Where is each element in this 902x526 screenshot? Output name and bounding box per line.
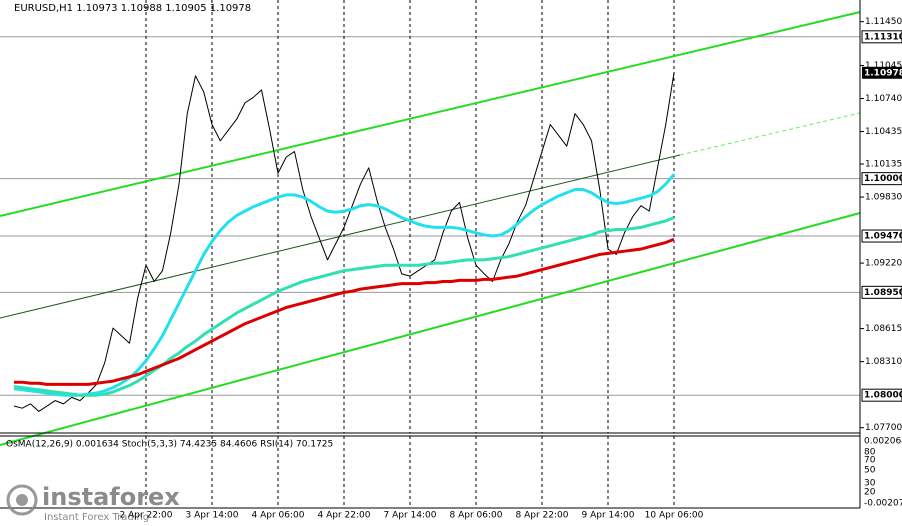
channel-lower <box>0 212 861 446</box>
last-price-label: 1.10978 <box>864 68 902 78</box>
logo <box>6 484 38 516</box>
series-line <box>13 173 676 397</box>
level-box <box>861 229 902 243</box>
grid-layer <box>0 0 860 508</box>
y-tick-label: 1.10740 <box>865 94 902 104</box>
series-line <box>13 72 675 412</box>
channel-middle <box>0 154 681 319</box>
level-box <box>861 172 902 186</box>
level-label: 1.08000 <box>864 391 902 401</box>
level-label: 1.11310 <box>864 32 902 42</box>
chart-title: EURUSD,H1 1.10973 1.10988 1.10905 1.1097… <box>14 3 251 14</box>
x-tick-label: 7 Apr 14:00 <box>384 511 437 521</box>
y-tick-label: 1.10435 <box>865 127 902 137</box>
plot <box>13 72 676 412</box>
x-tick-label: 10 Apr 06:00 <box>645 511 704 521</box>
x-tick-label: 4 Apr 22:00 <box>318 511 371 521</box>
x-tick-label: 2 Apr 22:00 <box>120 511 173 521</box>
x-tick-label: 4 Apr 06:00 <box>252 511 305 521</box>
y-tick-label: 1.07700 <box>865 423 902 433</box>
series-line <box>14 237 675 386</box>
x-tick-label: 8 Apr 06:00 <box>450 511 503 521</box>
indicator-axis-label: -0.00207 <box>864 499 902 509</box>
x-tick-label: 3 Apr 14:00 <box>186 511 239 521</box>
y-tick-label: 1.10135 <box>865 160 902 170</box>
y-tick-label: 1.11045 <box>865 61 902 71</box>
logo <box>16 494 28 506</box>
level-box <box>861 30 902 44</box>
x-tick-label: 9 Apr 14:00 <box>582 511 635 521</box>
y-tick-label: 1.09830 <box>865 193 902 203</box>
x-tick-label: 8 Apr 22:00 <box>516 511 569 521</box>
level-label: 1.09470 <box>864 232 902 242</box>
channel-upper <box>0 11 861 217</box>
indicator-header: OsMA(12,26,9) 0.001634 Stoch(5,3,3) 74.4… <box>6 440 333 450</box>
y-tick-label: 1.09220 <box>865 259 902 269</box>
level-label: 1.08950 <box>864 288 902 298</box>
channel-extension <box>679 112 861 156</box>
indicator-axis-label: 0.002064 <box>864 437 902 447</box>
indicator-axis-label: 80 <box>864 448 876 458</box>
y-tick-label: 1.11450 <box>865 17 902 27</box>
level-label: 1.10000 <box>864 174 902 184</box>
indicator-axis-label: 50 <box>864 466 876 476</box>
brand: instaforex <box>42 483 180 511</box>
y-tick-label: 1.08615 <box>865 324 902 334</box>
y-tick-label: 1.08310 <box>865 357 902 367</box>
watermark: instaforex Instant Forex Trading <box>6 483 180 523</box>
tagline: Instant Forex Trading <box>44 512 149 523</box>
last-price-box <box>862 66 902 79</box>
indicator-axis-label: 20 <box>864 488 876 498</box>
series-line <box>13 216 675 397</box>
indicator-axis-label: 70 <box>864 456 876 466</box>
level-box <box>861 285 902 299</box>
indicator-axis-label: 30 <box>864 479 876 489</box>
level-box <box>861 388 902 402</box>
